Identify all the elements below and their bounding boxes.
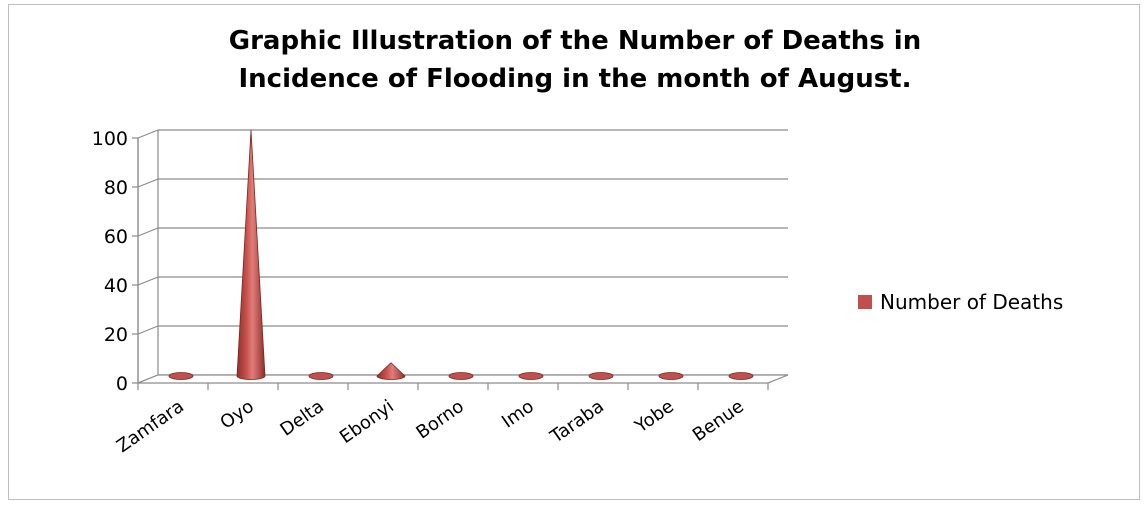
cone-oyo [236, 129, 266, 380]
gridline-side [137, 276, 159, 286]
x-tick-label: Ebonyi [336, 396, 398, 448]
cone-taraba [588, 372, 614, 380]
y-tick-label: 80 [104, 177, 128, 199]
y-tick-label: 20 [104, 324, 128, 346]
x-tick-label: Delta [276, 396, 327, 441]
chart-title: Graphic Illustration of the Number of De… [0, 22, 1146, 98]
gridline-side [137, 178, 159, 188]
y-tick-label: 40 [104, 275, 128, 297]
x-tick-label: Imo [498, 396, 538, 433]
x-tick-label: Borno [413, 396, 468, 444]
cone-imo [518, 372, 544, 380]
x-tick-label: Oyo [216, 396, 257, 434]
x-tick-label: Benue [689, 396, 748, 446]
gridline-side [137, 129, 159, 139]
y-tick-label: 60 [104, 226, 128, 248]
cone-yobe [658, 372, 684, 380]
chart-area [8, 4, 1140, 500]
y-tick-label: 0 [116, 373, 128, 395]
cone-delta [308, 372, 334, 380]
chart-title-line-1: Graphic Illustration of the Number of De… [228, 26, 922, 56]
x-tick-label: Zamfara [113, 396, 188, 457]
cone-benue [728, 372, 754, 380]
legend-swatch [858, 295, 872, 309]
x-tick-label: Taraba [546, 396, 608, 448]
legend-label: Number of Deaths [880, 290, 1064, 314]
gridline-side [137, 325, 159, 335]
cone-borno [448, 372, 474, 380]
cone-ebonyi [376, 362, 406, 380]
x-tick-label: Yobe [630, 396, 677, 438]
y-tick-label: 100 [92, 128, 128, 150]
chart-title-line-2: Incidence of Flooding in the month of Au… [238, 64, 912, 94]
legend: Number of Deaths [858, 290, 1063, 314]
cone-zamfara [168, 372, 194, 380]
gridline-side [137, 227, 159, 237]
